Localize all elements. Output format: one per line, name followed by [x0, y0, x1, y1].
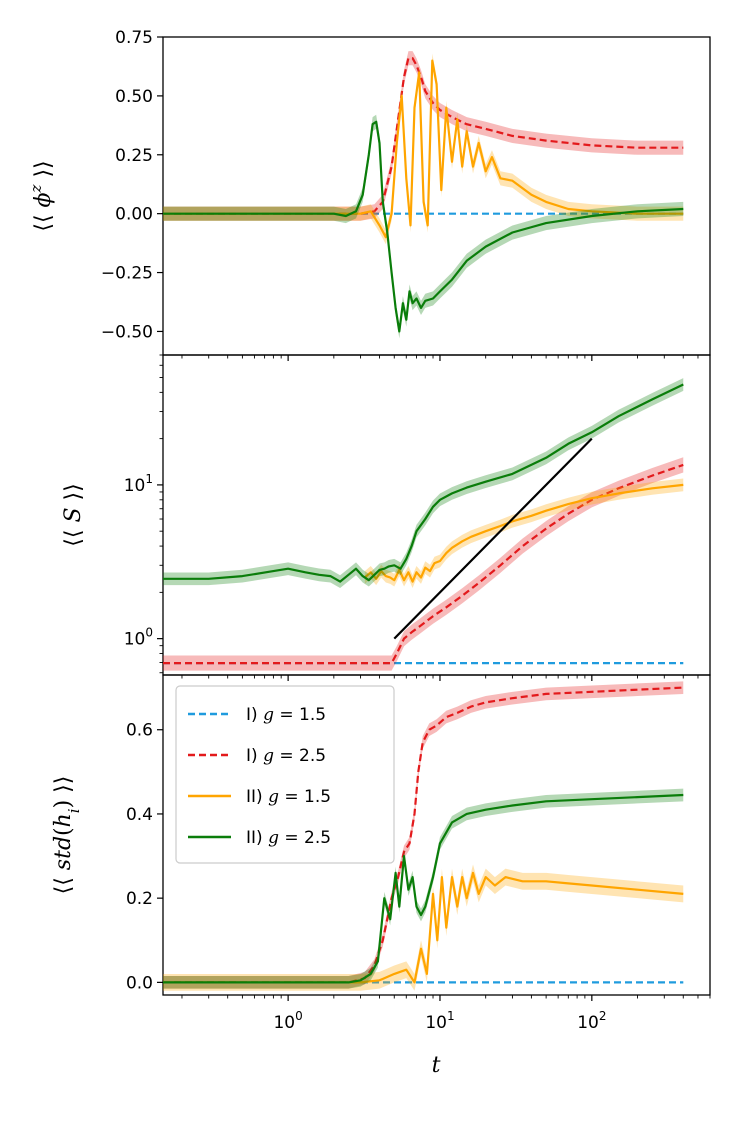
ytick-label: 0.75	[115, 28, 153, 48]
panel-bottom-ylabel: ⟨⟨ std(hi) ⟩⟩	[51, 776, 83, 895]
panel-middle: 100 101 ⟨⟨ S ⟩⟩	[61, 354, 711, 681]
band-ii-g-1-5	[364, 478, 684, 588]
panel-middle-plot	[163, 378, 684, 671]
panel-2-series	[163, 681, 684, 991]
ytick-label: −0.25	[101, 264, 153, 284]
x-axis-label: t	[432, 1053, 441, 1078]
xtick-label: 101	[425, 1009, 454, 1033]
panel-bottom-plot	[163, 681, 684, 991]
band-i-g-2-5	[163, 51, 684, 221]
ytick-label: 0.00	[115, 205, 153, 225]
ytick-label: 100	[124, 626, 153, 650]
legend-label: I) g = 1.5	[246, 705, 326, 725]
legend-label: II) g = 2.5	[246, 828, 331, 848]
series-line-ii-g-2-5	[163, 793, 684, 984]
panel-bottom-xticks: 100 101 102	[181, 995, 711, 1033]
legend-box	[175, 685, 395, 864]
ytick-label: 0.6	[126, 721, 153, 741]
panel-bottom: 0.0 0.2 0.4 0.6 100 101 102 ⟨⟨ std(hi) ⟩⟩ t I…	[51, 674, 711, 1078]
series-line-ii-g-1-5	[163, 59, 684, 239]
panel-bottom-yticks: 0.0 0.2 0.4 0.6	[126, 721, 163, 993]
ytick-label: 0.25	[115, 146, 153, 166]
band-ii-g-2-5	[163, 378, 684, 588]
series-line-i-g-2-5	[163, 686, 684, 984]
series-line-fit	[393, 437, 593, 640]
series-line-ii-g-1-5	[163, 871, 684, 984]
ytick-label: 0.0	[126, 973, 153, 993]
ytick-label: −0.50	[101, 322, 153, 342]
series-line-ii-g-1-5	[364, 483, 684, 583]
panel-0-series	[163, 51, 684, 339]
panel-bottom-frame	[162, 674, 711, 996]
series-line-ii-g-2-5	[163, 120, 684, 333]
panel-middle-frame	[162, 354, 711, 676]
legend-label: I) g = 2.5	[246, 746, 326, 766]
series-line-i-g-2-5	[163, 463, 684, 665]
ytick-label: 0.50	[115, 87, 153, 107]
band-ii-g-1-5	[163, 864, 684, 991]
band-i-g-2-5	[163, 681, 684, 989]
panel-middle-ylabel: ⟨⟨ S ⟩⟩	[61, 483, 86, 546]
band-i-g-2-5	[163, 457, 684, 671]
legend-label: II) g = 1.5	[246, 787, 331, 807]
panel-top: −0.50 −0.25 0.00 0.25 0.50 0.75 ⟨⟨ ϕz ⟩⟩	[27, 28, 711, 361]
xtick-label: 102	[577, 1009, 606, 1033]
ytick-label: 0.2	[126, 889, 153, 909]
panel-top-yticks: −0.50 −0.25 0.00 0.25 0.50 0.75	[101, 28, 711, 361]
ytick-label: 101	[124, 472, 153, 496]
ytick-label: 0.4	[126, 805, 153, 825]
xtick-label: 100	[273, 1009, 302, 1033]
panel-top-plot	[163, 51, 684, 339]
series-line-ii-g-2-5	[163, 383, 684, 583]
panel-1-series	[163, 378, 684, 671]
legend: I) g = 1.5 I) g = 2.5 II) g = 1.5 II) g = 2…	[175, 685, 395, 864]
panel-top-ylabel: ⟨⟨ ϕz ⟩⟩	[27, 160, 56, 231]
